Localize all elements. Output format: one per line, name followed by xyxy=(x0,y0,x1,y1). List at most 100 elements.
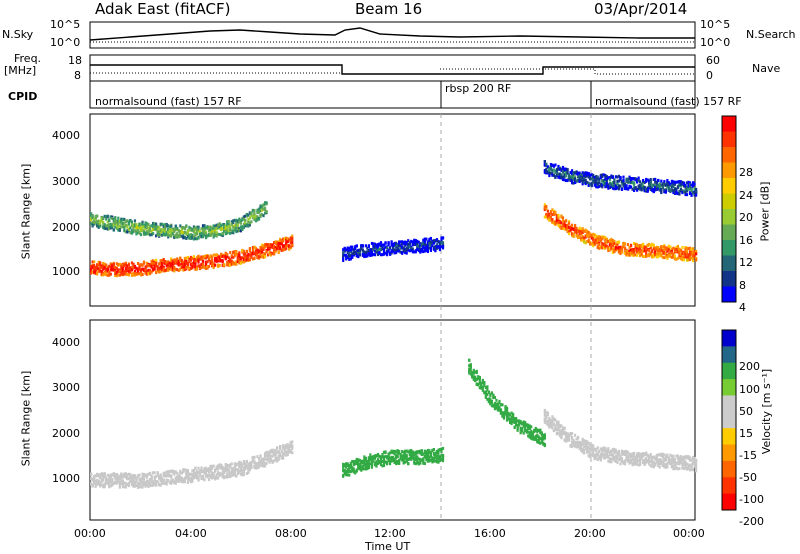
power-cell xyxy=(388,246,392,250)
power-cell xyxy=(93,267,96,271)
velocity-cell xyxy=(608,457,611,461)
power-cell xyxy=(617,174,621,178)
power-cell xyxy=(564,171,568,175)
velocity-cell xyxy=(232,467,235,471)
power-cell xyxy=(657,255,660,259)
power-cell xyxy=(206,264,209,268)
power-cell xyxy=(189,236,193,240)
power-cell xyxy=(607,176,610,180)
power-cell xyxy=(152,232,155,236)
power-cell xyxy=(651,242,654,246)
velocity-cell xyxy=(498,399,501,403)
power-cell xyxy=(214,263,217,267)
power-cell xyxy=(215,227,218,231)
velocity-cell xyxy=(130,479,134,483)
power-cell xyxy=(206,234,209,238)
power-cell xyxy=(599,245,602,249)
power-cell xyxy=(631,247,634,251)
velocity-cell xyxy=(589,455,592,459)
velocity-cell xyxy=(438,455,442,459)
velocity-cell xyxy=(164,471,167,475)
power-cell xyxy=(259,209,262,213)
velocity-cell xyxy=(599,455,602,459)
noise-panel-frame xyxy=(89,21,696,49)
power-cell xyxy=(545,167,548,171)
velocity-cell xyxy=(423,455,426,459)
power-cell xyxy=(643,180,646,184)
power-cell xyxy=(145,226,149,230)
power-cell xyxy=(170,224,173,228)
power-cell xyxy=(613,187,616,191)
power-cell xyxy=(108,227,111,231)
power-cell xyxy=(672,189,675,193)
power-cell xyxy=(174,224,177,228)
power-cell xyxy=(575,234,578,238)
power-cell xyxy=(248,246,252,250)
power-cell xyxy=(666,255,669,259)
power-cell xyxy=(183,236,186,240)
velocity-cell xyxy=(263,454,267,458)
power-cell xyxy=(614,184,618,188)
power-cell xyxy=(120,225,123,229)
power-cell xyxy=(648,179,651,183)
power-cell xyxy=(595,183,598,187)
power-cell xyxy=(592,232,595,236)
power-cell xyxy=(619,251,622,255)
power-cell xyxy=(598,184,601,188)
power-cell xyxy=(399,246,402,250)
power-cell xyxy=(227,256,230,260)
power-cell xyxy=(391,249,395,253)
power-cell xyxy=(666,185,669,189)
power-cell xyxy=(607,185,610,189)
velocity-cell xyxy=(419,457,422,461)
velocity-cell xyxy=(569,433,572,437)
velocity-cell xyxy=(232,469,235,473)
velocity-cell xyxy=(274,448,277,452)
power-cell xyxy=(572,232,575,236)
power-cell xyxy=(274,240,277,244)
power-cell xyxy=(226,226,229,230)
power-cell xyxy=(126,219,129,223)
power-cell xyxy=(130,230,134,234)
velocity-cell xyxy=(614,459,618,463)
power-cell xyxy=(554,175,557,179)
velocity-cell xyxy=(247,471,250,475)
velocity-cell xyxy=(141,485,144,489)
velocity-cell xyxy=(142,472,146,476)
power-cell xyxy=(626,187,630,191)
power-cell xyxy=(269,253,273,257)
velocity-cell xyxy=(614,456,618,460)
power-cell xyxy=(648,254,651,258)
power-cell xyxy=(186,261,189,265)
power-cell xyxy=(664,247,667,251)
power-cell xyxy=(129,219,132,223)
velocity-cell xyxy=(422,457,425,461)
power-cell xyxy=(560,214,563,218)
velocity-cell xyxy=(348,464,351,468)
power-cell xyxy=(102,267,105,271)
velocity-cell xyxy=(102,475,105,479)
velocity-cell xyxy=(142,483,146,487)
velocity-cell xyxy=(91,484,94,488)
power-cell xyxy=(661,245,664,249)
power-cell xyxy=(602,173,605,177)
power-cell xyxy=(145,269,149,273)
power-cell xyxy=(155,264,158,268)
velocity-cell xyxy=(369,455,372,459)
power-cell xyxy=(221,260,224,264)
power-cell xyxy=(619,248,622,252)
velocity-cell xyxy=(411,454,414,458)
velocity-cell xyxy=(253,465,256,469)
velocity-cell xyxy=(132,477,135,481)
power-cell xyxy=(203,256,206,260)
velocity-cell xyxy=(186,480,189,484)
velocity-cell xyxy=(528,431,531,435)
velocity-cell xyxy=(282,453,285,457)
power-cell xyxy=(545,215,548,219)
power-cell xyxy=(230,259,233,263)
velocity-cell xyxy=(484,391,487,395)
power-cell xyxy=(688,182,692,186)
power-cell xyxy=(355,253,358,257)
velocity-cell xyxy=(197,475,200,479)
velocity-cell xyxy=(570,441,574,445)
